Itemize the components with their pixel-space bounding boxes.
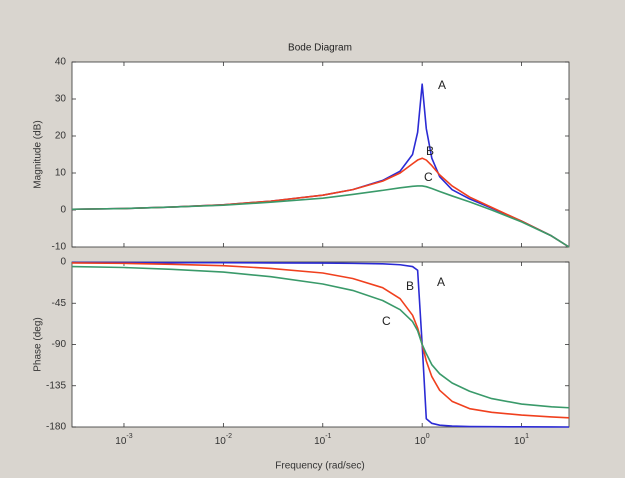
y-tick-label: 0 xyxy=(60,205,66,216)
y-tick-label: -45 xyxy=(52,298,67,309)
x-tick-label: 10-3 xyxy=(115,433,132,447)
y-axis-label: Phase (deg) xyxy=(33,317,44,371)
x-axis-label: Frequency (rad/sec) xyxy=(275,461,364,472)
series-line xyxy=(71,261,570,428)
x-tick-exponent: -1 xyxy=(325,433,331,440)
y-tick-label: 10 xyxy=(55,168,67,179)
curve-annotation: A xyxy=(437,275,445,289)
series-line xyxy=(71,265,570,409)
y-tick-label: 20 xyxy=(55,131,67,142)
x-tick-label: 10-1 xyxy=(314,433,331,447)
plot-area xyxy=(71,61,570,248)
series-line xyxy=(71,185,570,248)
x-tick-base: 10 xyxy=(415,436,427,447)
x-tick-exponent: -2 xyxy=(226,433,232,440)
y-tick-label: -180 xyxy=(46,422,66,433)
x-tick-exponent: 1 xyxy=(525,433,529,440)
y-axis-label: Magnitude (dB) xyxy=(33,120,44,188)
series-line xyxy=(71,262,570,419)
curve-annotation: B xyxy=(426,144,434,158)
curve-annotation: A xyxy=(438,78,446,92)
y-tick-label: -90 xyxy=(52,339,67,350)
x-tick-label: 10-2 xyxy=(215,433,232,447)
y-tick-label: 0 xyxy=(60,257,66,268)
y-tick-label: -135 xyxy=(46,380,66,391)
x-tick-label: 100 xyxy=(415,433,430,447)
x-tick-label: 101 xyxy=(514,433,529,447)
x-tick-base: 10 xyxy=(115,436,127,447)
curve-annotation: C xyxy=(424,170,433,184)
y-tick-label: 30 xyxy=(55,94,67,105)
chart-title: Bode Diagram xyxy=(288,43,352,54)
x-tick-exponent: 0 xyxy=(426,433,430,440)
x-tick-base: 10 xyxy=(514,436,526,447)
x-tick-exponent: -3 xyxy=(126,433,132,440)
curve-annotation: C xyxy=(382,314,391,328)
curve-annotation: B xyxy=(406,279,414,293)
plot-area xyxy=(71,261,570,428)
x-tick-base: 10 xyxy=(215,436,227,447)
x-tick-base: 10 xyxy=(314,436,326,447)
y-tick-label: -10 xyxy=(52,242,67,253)
y-tick-label: 40 xyxy=(55,57,67,68)
